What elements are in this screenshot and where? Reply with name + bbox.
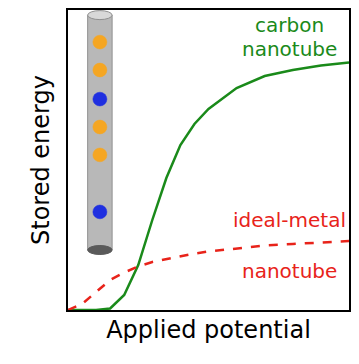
svg-text:Stored energy: Stored energy	[27, 75, 55, 245]
svg-text:nanotube: nanotube	[242, 37, 337, 61]
svg-text:carbon: carbon	[255, 13, 324, 37]
svg-text:Applied potential: Applied potential	[106, 316, 311, 344]
svg-text:nanotube: nanotube	[242, 259, 337, 283]
svg-text:ideal-metal: ideal-metal	[233, 208, 346, 232]
